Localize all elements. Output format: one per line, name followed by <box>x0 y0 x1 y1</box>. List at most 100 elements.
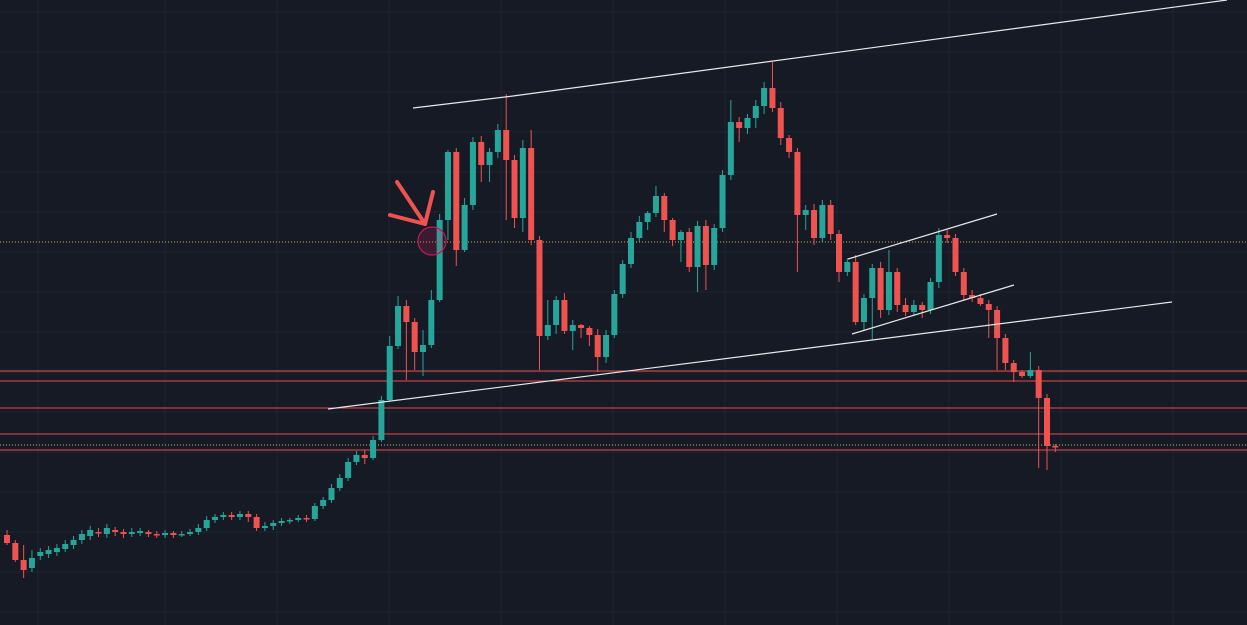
candle-body <box>12 543 19 560</box>
candle-body <box>28 558 35 568</box>
candle-bullish <box>652 186 659 217</box>
candle-bullish <box>311 503 318 521</box>
candle-body <box>486 152 493 165</box>
candle-body <box>578 325 585 328</box>
trendline[interactable] <box>847 213 998 260</box>
candle-body <box>777 108 784 138</box>
candle-bullish <box>644 211 651 230</box>
candle-bullish <box>37 548 44 560</box>
arrow-head-left <box>388 213 427 226</box>
candle-body <box>469 142 476 205</box>
candle-body <box>153 534 160 536</box>
candle-bearish <box>20 545 27 578</box>
candle-bearish <box>303 515 310 522</box>
candle-body <box>320 500 327 506</box>
candles-layer <box>4 62 1059 578</box>
candle-body <box>436 220 443 300</box>
annotation-circle[interactable] <box>417 226 447 256</box>
candle-bearish <box>736 117 743 142</box>
candle-body <box>628 238 634 264</box>
candle-bearish <box>594 329 601 372</box>
trendline[interactable] <box>512 0 1228 97</box>
candle-bullish <box>178 531 185 537</box>
candle-bearish <box>253 514 260 531</box>
candle-bearish <box>877 262 884 318</box>
candle-bullish <box>336 474 343 491</box>
candle-bullish <box>295 515 302 522</box>
candle-body <box>544 325 551 336</box>
candle-body <box>836 234 842 272</box>
candle-body <box>112 530 119 532</box>
candle-body <box>45 550 52 554</box>
candle-body <box>311 506 318 519</box>
candle-bearish <box>702 220 709 290</box>
candle-body <box>528 148 535 240</box>
candle-bearish <box>836 230 842 282</box>
candle-body <box>203 520 210 528</box>
candle-body <box>877 268 884 310</box>
candle-body <box>960 272 967 295</box>
candle-bearish <box>153 531 160 538</box>
candle-body <box>328 488 335 500</box>
candle-bullish <box>195 524 202 535</box>
candle-body <box>894 272 901 305</box>
candle-body <box>719 175 726 228</box>
candle-body <box>769 88 776 108</box>
candle-bullish <box>611 290 618 338</box>
candle-bullish <box>420 330 426 376</box>
candle-body <box>478 142 485 165</box>
candle-body <box>844 262 851 272</box>
annotation-layer[interactable] <box>388 180 447 256</box>
candle-body <box>503 130 510 160</box>
candle-body <box>494 130 501 152</box>
candle-body <box>761 88 768 106</box>
candle-bullish <box>819 200 826 242</box>
candle-body <box>270 523 277 526</box>
candle-body <box>220 515 227 517</box>
candle-body <box>53 548 60 552</box>
candle-bearish <box>985 300 992 338</box>
candle-bullish <box>802 205 809 230</box>
candle-body <box>752 106 759 118</box>
candle-bearish <box>511 155 518 228</box>
candle-body <box>553 300 560 325</box>
candle-bullish <box>694 221 701 292</box>
candle-bearish <box>561 293 568 334</box>
candle-body <box>910 305 917 312</box>
candle-body <box>935 235 942 282</box>
candle-body <box>1027 370 1034 376</box>
candle-bearish <box>777 102 784 145</box>
candle-body <box>852 262 859 322</box>
candle-body <box>444 152 451 220</box>
annotation-arrow[interactable] <box>388 180 435 226</box>
candle-bullish <box>619 260 626 298</box>
candle-bullish <box>261 522 268 531</box>
candle-body <box>711 228 718 265</box>
candle-body <box>569 325 576 331</box>
candle-body <box>62 544 69 549</box>
candle-bearish <box>1052 444 1059 452</box>
candle-body <box>278 521 285 523</box>
candle-bullish <box>212 514 218 523</box>
candle-bearish <box>852 255 859 325</box>
trendlines-layer[interactable] <box>327 0 1228 410</box>
candle-bullish <box>1027 352 1034 378</box>
candle-body <box>919 305 926 310</box>
trendline[interactable] <box>851 284 1015 335</box>
candle-body <box>253 517 260 528</box>
trendline[interactable] <box>412 95 514 109</box>
candle-body <box>411 322 418 352</box>
candle-bullish <box>553 296 560 334</box>
candle-body <box>461 205 468 250</box>
candle-bullish <box>353 451 360 465</box>
candle-bullish <box>395 296 402 349</box>
candle-bullish <box>860 294 867 330</box>
candle-bullish <box>469 137 476 210</box>
candle-body <box>245 514 252 517</box>
candle-body <box>4 535 10 543</box>
trendline[interactable] <box>327 301 1173 410</box>
candle-body <box>87 530 94 536</box>
candle-body <box>511 160 518 218</box>
